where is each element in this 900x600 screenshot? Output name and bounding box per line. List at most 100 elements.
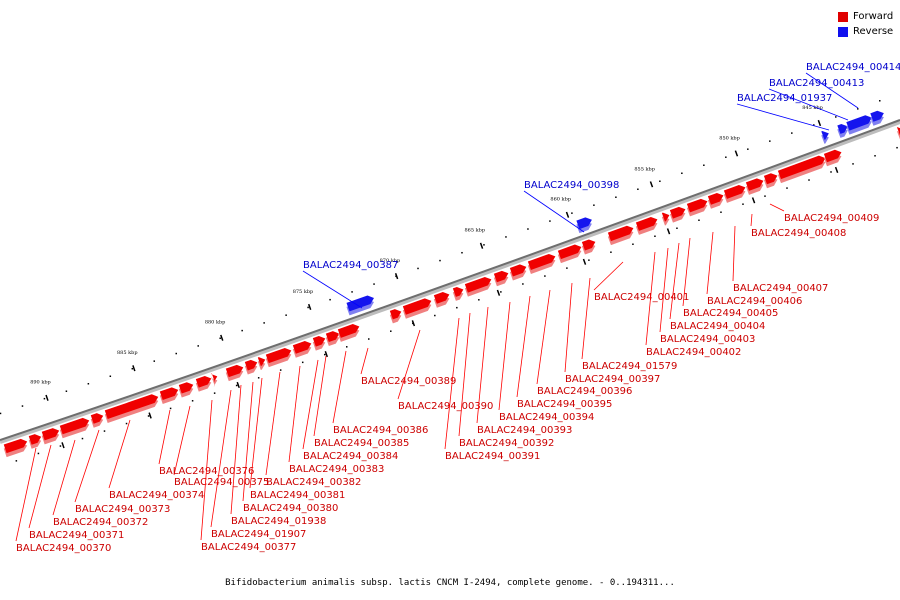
gene-label[interactable]: BALAC2494_00405 xyxy=(683,308,778,319)
gene-label[interactable]: BALAC2494_00396 xyxy=(537,386,632,397)
gene-arrow xyxy=(837,124,848,134)
gene-label[interactable]: BALAC2494_00402 xyxy=(646,347,741,358)
forward-gene[interactable] xyxy=(90,413,104,428)
gene-label[interactable]: BALAC2494_00406 xyxy=(707,296,802,307)
gene-label[interactable]: BALAC2494_00384 xyxy=(303,451,398,462)
callout-line xyxy=(523,190,585,233)
gene-label[interactable]: BALAC2494_00392 xyxy=(459,438,554,449)
forward-gene[interactable] xyxy=(527,253,556,274)
minor-tick-dot xyxy=(632,243,634,245)
gene-label[interactable]: BALAC2494_00389 xyxy=(361,376,456,387)
forward-gene[interactable] xyxy=(41,428,60,445)
gene-label[interactable]: BALAC2494_00409 xyxy=(784,213,879,224)
gene-label[interactable]: BALAC2494_00398 xyxy=(524,180,619,191)
reverse-gene[interactable] xyxy=(870,110,884,126)
forward-gene[interactable] xyxy=(464,276,492,297)
gene-label[interactable]: BALAC2494_00407 xyxy=(733,283,828,294)
forward-gene[interactable] xyxy=(337,324,360,342)
gene-label[interactable]: BALAC2494_00374 xyxy=(109,490,204,501)
reverse-gene[interactable] xyxy=(837,124,848,138)
forward-gene[interactable] xyxy=(104,394,159,423)
gene-label[interactable]: BALAC2494_00377 xyxy=(201,542,296,553)
reverse-gene[interactable] xyxy=(821,130,829,144)
minor-tick-dot xyxy=(456,306,458,309)
gene-label[interactable]: BALAC2494_00375 xyxy=(174,477,269,488)
gene-label[interactable]: BALAC2494_00414 xyxy=(806,62,900,73)
forward-gene[interactable] xyxy=(452,286,464,301)
forward-gene[interactable] xyxy=(557,244,582,264)
gene-label[interactable]: BALAC2494_00401 xyxy=(594,292,689,303)
forward-gene[interactable] xyxy=(493,270,509,287)
callout-line xyxy=(736,103,830,131)
forward-gene[interactable] xyxy=(723,184,746,203)
forward-gene[interactable] xyxy=(635,217,658,235)
forward-gene[interactable] xyxy=(3,438,28,458)
gene-label[interactable]: BALAC2494_00372 xyxy=(53,517,148,528)
forward-gene[interactable] xyxy=(745,178,764,195)
gene-label[interactable]: BALAC2494_00383 xyxy=(289,464,384,475)
forward-gene[interactable] xyxy=(607,225,634,246)
forward-gene[interactable] xyxy=(509,264,527,281)
minor-tick-dot xyxy=(571,212,573,214)
forward-gene[interactable] xyxy=(777,155,826,184)
forward-gene[interactable] xyxy=(210,373,218,387)
forward-gene[interactable] xyxy=(59,417,90,439)
gene-label[interactable]: BALAC2494_00390 xyxy=(398,401,493,412)
forward-gene[interactable] xyxy=(686,198,708,217)
forward-gene[interactable] xyxy=(581,239,596,255)
forward-gene[interactable] xyxy=(195,375,212,392)
forward-gene[interactable] xyxy=(265,348,292,368)
gene-label[interactable]: BALAC2494_00381 xyxy=(250,490,345,501)
gene-label[interactable]: BALAC2494_00394 xyxy=(499,412,594,423)
gene-arrow xyxy=(745,178,764,191)
reverse-gene[interactable] xyxy=(346,295,374,316)
forward-gene[interactable] xyxy=(389,309,402,324)
gene-label[interactable]: BALAC2494_00380 xyxy=(243,503,338,514)
forward-gene[interactable] xyxy=(707,192,724,209)
gene-label[interactable]: BALAC2494_00408 xyxy=(751,228,846,239)
gene-label[interactable]: BALAC2494_00370 xyxy=(16,543,111,554)
gene-label[interactable]: BALAC2494_00395 xyxy=(517,399,612,410)
forward-gene[interactable] xyxy=(159,387,179,405)
forward-gene[interactable] xyxy=(312,336,326,351)
gene-label[interactable]: BALAC2494_00404 xyxy=(670,321,765,332)
forward-gene[interactable] xyxy=(669,206,686,223)
gene-label[interactable]: BALAC2494_00391 xyxy=(445,451,540,462)
forward-gene[interactable] xyxy=(823,149,842,167)
reverse-gene[interactable] xyxy=(846,115,872,135)
forward-gene[interactable] xyxy=(402,298,432,319)
gene-label[interactable]: BALAC2494_01938 xyxy=(231,516,326,527)
forward-gene[interactable] xyxy=(257,357,266,370)
forward-gene[interactable] xyxy=(178,382,194,398)
forward-gene[interactable] xyxy=(225,364,244,382)
gene-label[interactable]: BALAC2494_00393 xyxy=(477,425,572,436)
forward-gene[interactable] xyxy=(433,292,450,308)
forward-gene[interactable] xyxy=(292,340,312,358)
minor-tick-dot xyxy=(153,360,156,362)
minor-tick-dot xyxy=(263,322,265,324)
gene-label[interactable]: BALAC2494_01579 xyxy=(582,361,677,372)
gene-label[interactable]: BALAC2494_01937 xyxy=(737,93,832,104)
gene-label[interactable]: BALAC2494_00397 xyxy=(565,374,660,385)
gene-label[interactable]: BALAC2494_00385 xyxy=(314,438,409,449)
gene-arrow xyxy=(90,413,104,424)
callout-line xyxy=(265,371,281,476)
forward-gene[interactable] xyxy=(244,359,258,375)
gene-label[interactable]: BALAC2494_00387 xyxy=(303,260,398,271)
reverse-gene[interactable] xyxy=(576,217,592,234)
forward-gene[interactable] xyxy=(325,331,340,347)
gene-label[interactable]: BALAC2494_01907 xyxy=(211,529,306,540)
forward-gene[interactable] xyxy=(763,173,778,189)
forward-gene[interactable] xyxy=(28,434,42,449)
gene-label[interactable]: BALAC2494_00386 xyxy=(333,425,428,436)
gene-label[interactable]: BALAC2494_00382 xyxy=(266,477,361,488)
callout-line xyxy=(288,365,301,463)
gene-label[interactable]: BALAC2494_00403 xyxy=(660,334,755,345)
gene-label[interactable]: BALAC2494_00373 xyxy=(75,504,170,515)
forward-gene[interactable] xyxy=(896,127,900,140)
gene-label[interactable]: BALAC2494_00413 xyxy=(769,78,864,89)
gene-label[interactable]: BALAC2494_00371 xyxy=(29,530,124,541)
scale-tick-mark xyxy=(666,228,671,235)
forward-gene[interactable] xyxy=(661,212,670,226)
